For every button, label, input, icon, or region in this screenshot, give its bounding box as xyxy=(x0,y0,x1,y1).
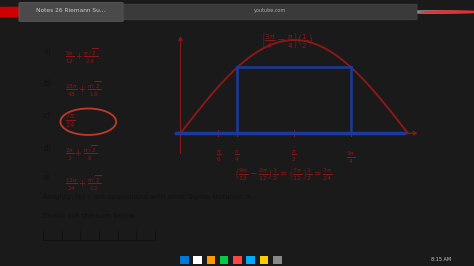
Text: $\frac{\pi}{2}$: $\frac{\pi}{2}$ xyxy=(292,149,297,164)
Text: $\frac{13\pi}{24}+\frac{\pi\sqrt{2}}{12}$: $\frac{13\pi}{24}+\frac{\pi\sqrt{2}}{12}… xyxy=(64,173,101,193)
Bar xyxy=(273,256,282,264)
Bar xyxy=(220,256,228,264)
Text: $\frac{5\pi}{12}+\frac{\pi\sqrt{2}}{24}$: $\frac{5\pi}{12}+\frac{\pi\sqrt{2}}{24}$ xyxy=(64,47,98,66)
Text: 8:15 AM: 8:15 AM xyxy=(431,257,451,262)
Bar xyxy=(193,256,202,264)
Bar xyxy=(260,256,268,264)
Text: c): c) xyxy=(43,111,50,120)
Text: b): b) xyxy=(43,79,51,88)
Circle shape xyxy=(405,10,472,14)
Circle shape xyxy=(396,10,462,14)
Text: $\frac{3\pi}{4}$: $\frac{3\pi}{4}$ xyxy=(346,149,356,166)
FancyBboxPatch shape xyxy=(19,3,123,21)
FancyBboxPatch shape xyxy=(123,4,417,20)
Bar xyxy=(207,256,215,264)
Text: $\frac{7\pi}{24}$: $\frac{7\pi}{24}$ xyxy=(64,111,75,130)
Circle shape xyxy=(419,10,474,14)
Circle shape xyxy=(0,7,117,17)
Text: a): a) xyxy=(43,47,51,56)
Text: youtube.com: youtube.com xyxy=(254,8,286,13)
Text: e): e) xyxy=(43,173,51,182)
Bar xyxy=(246,256,255,264)
Text: d): d) xyxy=(43,144,51,153)
Text: $\left[\frac{3\pi}{4}-\frac{\pi}{4}\right]\left(\frac{1}{2}\right)$: $\left[\frac{3\pi}{4}-\frac{\pi}{4}\righ… xyxy=(262,30,314,50)
Text: $\left(\frac{9\pi}{12}-\frac{2\pi}{12}\right)\frac{1}{2}=\left(\frac{7\pi}{12}\r: $\left(\frac{9\pi}{12}-\frac{2\pi}{12}\r… xyxy=(234,167,333,183)
Text: $\frac{23\pi}{48}+\frac{\pi\sqrt{2}}{16}$: $\frac{23\pi}{48}+\frac{\pi\sqrt{2}}{16}… xyxy=(64,79,101,98)
Text: Alrighty, let's get acquainted with what Sigma Notation is.: Alrighty, let's get acquainted with what… xyxy=(43,194,254,200)
Bar xyxy=(180,256,189,264)
Text: Notes 26 Riemann Su...: Notes 26 Riemann Su... xyxy=(36,8,105,13)
Bar xyxy=(233,256,242,264)
Text: Check out the sum below.: Check out the sum below. xyxy=(43,213,137,219)
Text: $\frac{\pi}{6}$: $\frac{\pi}{6}$ xyxy=(216,149,221,164)
Text: $\frac{\pi}{4}$: $\frac{\pi}{4}$ xyxy=(235,149,240,164)
Text: $\frac{2\pi}{3}+\frac{\pi\sqrt{2}}{8}$: $\frac{2\pi}{3}+\frac{\pi\sqrt{2}}{8}$ xyxy=(64,144,98,163)
